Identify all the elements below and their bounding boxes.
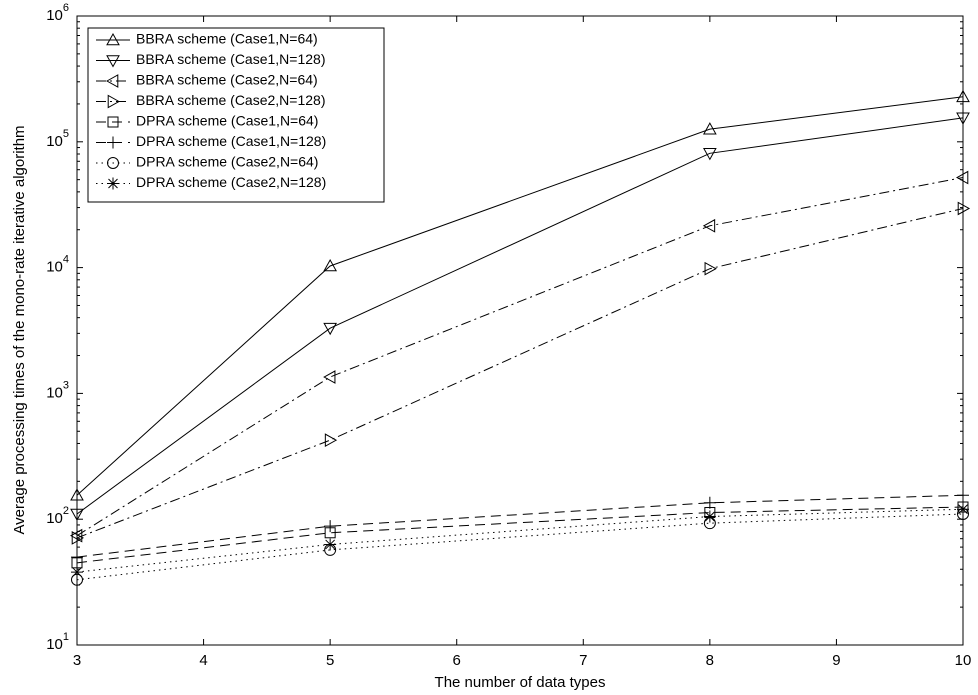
marker [323,322,337,336]
marker [703,148,717,161]
marker [70,488,84,501]
marker [704,261,717,276]
y-tick-label: 105 [46,128,69,150]
marker [702,218,716,233]
y-tick-label: 104 [46,254,69,276]
x-axis-label: The number of data types [435,674,606,691]
x-tick-label: 10 [955,652,972,669]
y-tick-exponent: 3 [63,379,69,391]
y-tick-exponent: 4 [63,254,69,266]
series-line [76,506,964,564]
marker [955,170,969,185]
marker [107,116,119,128]
series-line [76,508,964,573]
legend-label: BBRA scheme (Case2,N=64) [136,72,318,88]
marker [703,496,716,509]
y-tick-base: 10 [46,384,63,401]
legend-label: BBRA scheme (Case2,N=128) [136,92,325,108]
marker [107,157,119,169]
legend-label: DPRA scheme (Case1,N=64) [136,113,318,129]
series-line [76,96,964,496]
marker [106,32,120,46]
y-tick-label: 106 [46,2,69,24]
marker [957,503,969,516]
marker [323,370,336,384]
marker [957,201,971,216]
series-line [76,208,964,539]
x-tick-label: 8 [706,652,714,669]
legend-label: DPRA scheme (Case2,N=64) [136,154,318,170]
marker [956,89,970,103]
x-tick-label: 7 [579,652,587,669]
marker [324,433,338,447]
x-tick-label: 9 [832,652,840,669]
legend-label: BBRA scheme (Case1,N=64) [136,31,318,47]
y-tick-label: 101 [46,631,69,653]
series-line [76,117,964,515]
y-tick-base: 10 [46,636,63,653]
x-tick-label: 5 [326,652,334,669]
marker [70,508,84,522]
x-tick-label: 3 [73,652,81,669]
marker [323,258,337,272]
marker [71,551,83,564]
series-line [76,177,964,537]
marker [71,531,85,545]
marker [324,538,337,551]
y-tick-base: 10 [46,510,63,527]
y-tick-base: 10 [46,259,63,276]
legend-box [87,27,385,203]
marker [107,94,121,109]
legend-label: DPRA scheme (Case1,N=128) [136,133,326,149]
marker [71,566,83,579]
y-tick-label: 102 [46,505,69,527]
y-tick-exponent: 6 [63,2,69,14]
marker [956,112,970,125]
y-tick-exponent: 5 [63,128,69,140]
marker [107,136,119,149]
series-line [76,513,964,581]
marker [703,122,717,135]
marker [957,489,969,502]
y-tick-label: 103 [46,379,69,401]
y-tick-exponent: 2 [63,505,69,517]
y-tick-base: 10 [46,7,63,24]
marker [106,55,120,68]
marker [703,510,716,523]
x-tick-label: 4 [199,652,207,669]
legend-label: DPRA scheme (Case2,N=128) [136,174,326,190]
y-tick-exponent: 1 [63,631,69,643]
legend: BBRA scheme (Case1,N=64) BBRA scheme (Cas… [87,27,385,203]
y-axis-label: Average processing times of the mono-rat… [11,125,28,534]
legend-label: BBRA scheme (Case1,N=128) [136,51,325,67]
x-tick-label: 6 [453,652,461,669]
marker [324,520,337,533]
marker [107,177,119,190]
marker [105,74,119,88]
y-tick-base: 10 [46,133,63,150]
